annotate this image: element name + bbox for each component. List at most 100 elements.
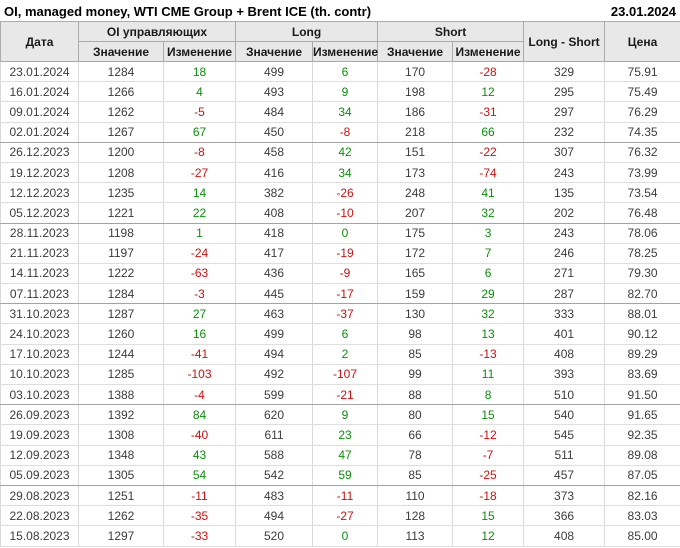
short-value-cell: 85 xyxy=(377,464,454,486)
long-short-cell: 401 xyxy=(523,323,606,345)
price-cell: 79.30 xyxy=(604,262,680,285)
long-value-cell: 408 xyxy=(235,202,314,224)
short-change-cell: -13 xyxy=(452,343,525,365)
col-header-oi-change: Изменение xyxy=(162,41,237,62)
short-change-cell: 3 xyxy=(452,222,525,244)
short-change-cell: 6 xyxy=(452,262,525,285)
long-short-cell: 297 xyxy=(523,101,606,123)
long-change-cell: -26 xyxy=(312,182,379,204)
table-row: 17.10.2023 1244 -41 494 2 85 -13 408 89.29 xyxy=(0,343,680,365)
long-value-cell: 484 xyxy=(235,101,314,123)
long-value-cell: 493 xyxy=(235,81,314,103)
table-row: 05.09.2023 1305 54 542 59 85 -25 457 87.05 xyxy=(0,464,680,486)
long-value-cell: 494 xyxy=(235,505,314,527)
short-value-cell: 198 xyxy=(377,81,454,103)
long-short-cell: 295 xyxy=(523,81,606,103)
long-value-cell: 463 xyxy=(235,303,314,325)
long-value-cell: 494 xyxy=(235,343,314,365)
long-short-cell: 540 xyxy=(523,404,606,426)
oi-value-cell: 1297 xyxy=(78,525,164,547)
table-row: 26.09.2023 1392 84 620 9 80 15 540 91.65 xyxy=(0,404,680,426)
long-change-cell: 2 xyxy=(312,343,379,365)
price-cell: 73.99 xyxy=(604,161,680,184)
report-date: 23.01.2024 xyxy=(610,3,676,19)
col-header-long-change: Изменение xyxy=(312,41,378,62)
long-change-cell: -27 xyxy=(312,505,379,527)
oi-change-cell: 16 xyxy=(162,323,237,345)
price-cell: 92.35 xyxy=(604,424,680,446)
long-short-cell: 271 xyxy=(523,262,606,285)
date-cell: 03.10.2023 xyxy=(0,383,79,406)
oi-value-cell: 1285 xyxy=(78,363,164,386)
long-change-cell: -10 xyxy=(312,202,379,224)
oi-value-cell: 1284 xyxy=(78,283,164,305)
date-cell: 29.08.2023 xyxy=(0,484,79,507)
col-group-short: Short xyxy=(377,21,525,42)
short-value-cell: 173 xyxy=(377,161,454,184)
short-value-cell: 80 xyxy=(377,404,454,426)
oi-change-cell: 14 xyxy=(162,182,237,204)
long-change-cell: -17 xyxy=(312,283,379,305)
long-short-cell: 329 xyxy=(523,60,606,83)
oi-change-cell: -40 xyxy=(162,424,237,446)
long-value-cell: 483 xyxy=(235,484,314,507)
short-change-cell: -28 xyxy=(452,60,525,83)
price-cell: 89.08 xyxy=(604,444,680,466)
short-value-cell: 170 xyxy=(377,60,454,83)
short-value-cell: 110 xyxy=(377,484,454,507)
page-title: OI, managed money, WTI CME Group + Brent… xyxy=(4,3,372,19)
short-value-cell: 98 xyxy=(377,323,454,345)
long-change-cell: 23 xyxy=(312,424,379,446)
table-row: 24.10.2023 1260 16 499 6 98 13 401 90.12 xyxy=(0,323,680,345)
table-row: 29.08.2023 1251 -11 483 -11 110 -18 373 82.16 xyxy=(0,484,680,507)
long-short-cell: 408 xyxy=(523,525,606,547)
long-change-cell: 34 xyxy=(312,161,379,184)
col-group-oi: OI управляющих xyxy=(77,21,237,42)
price-cell: 83.69 xyxy=(604,363,680,386)
col-header-oi-value: Значение xyxy=(78,41,164,62)
long-short-cell: 510 xyxy=(523,383,606,406)
table-row: 09.01.2024 1262 -5 484 34 186 -31 297 76.29 xyxy=(0,101,680,123)
table-row: 28.11.2023 1198 1 418 0 175 3 243 78.06 xyxy=(0,222,680,244)
table-row: 10.10.2023 1285 -103 492 -107 99 11 393 83.69 xyxy=(0,363,680,386)
date-cell: 05.12.2023 xyxy=(0,202,79,224)
date-cell: 24.10.2023 xyxy=(0,323,79,345)
long-short-cell: 287 xyxy=(523,283,606,305)
long-change-cell: -11 xyxy=(312,484,379,507)
oi-value-cell: 1262 xyxy=(78,505,164,527)
table-row: 23.01.2024 1284 18 499 6 170 -28 329 75.91 xyxy=(0,60,680,83)
oi-change-cell: -33 xyxy=(162,525,237,547)
short-value-cell: 66 xyxy=(377,424,454,446)
oi-value-cell: 1287 xyxy=(78,303,164,325)
oi-value-cell: 1305 xyxy=(78,464,164,486)
long-short-cell: 366 xyxy=(523,505,606,527)
date-cell: 26.09.2023 xyxy=(0,404,79,426)
oi-data-table: Дата OI управляющих Long Short Long - Sh… xyxy=(0,21,680,547)
short-change-cell: -18 xyxy=(452,484,525,507)
price-cell: 90.12 xyxy=(604,323,680,345)
date-cell: 07.11.2023 xyxy=(0,283,79,305)
oi-value-cell: 1198 xyxy=(78,222,164,244)
table-row: 12.09.2023 1348 43 588 47 78 -7 511 89.08 xyxy=(0,444,680,466)
date-cell: 10.10.2023 xyxy=(0,363,79,386)
long-value-cell: 417 xyxy=(235,242,314,264)
price-cell: 76.29 xyxy=(604,101,680,123)
long-value-cell: 620 xyxy=(235,404,314,426)
oi-value-cell: 1222 xyxy=(78,262,164,285)
short-change-cell: 12 xyxy=(452,81,525,103)
oi-change-cell: -41 xyxy=(162,343,237,365)
short-value-cell: 248 xyxy=(377,182,454,204)
long-change-cell: 6 xyxy=(312,323,379,345)
long-change-cell: -107 xyxy=(312,363,379,386)
price-cell: 75.49 xyxy=(604,81,680,103)
long-short-cell: 457 xyxy=(523,464,606,486)
date-cell: 12.12.2023 xyxy=(0,182,79,204)
long-short-cell: 243 xyxy=(523,161,606,184)
col-group-long: Long xyxy=(235,21,379,42)
date-cell: 15.08.2023 xyxy=(0,525,79,547)
date-cell: 22.08.2023 xyxy=(0,505,79,527)
table-row: 03.10.2023 1388 -4 599 -21 88 8 510 91.50 xyxy=(0,383,680,406)
long-value-cell: 416 xyxy=(235,161,314,184)
short-change-cell: -74 xyxy=(452,161,525,184)
oi-change-cell: -11 xyxy=(162,484,237,507)
